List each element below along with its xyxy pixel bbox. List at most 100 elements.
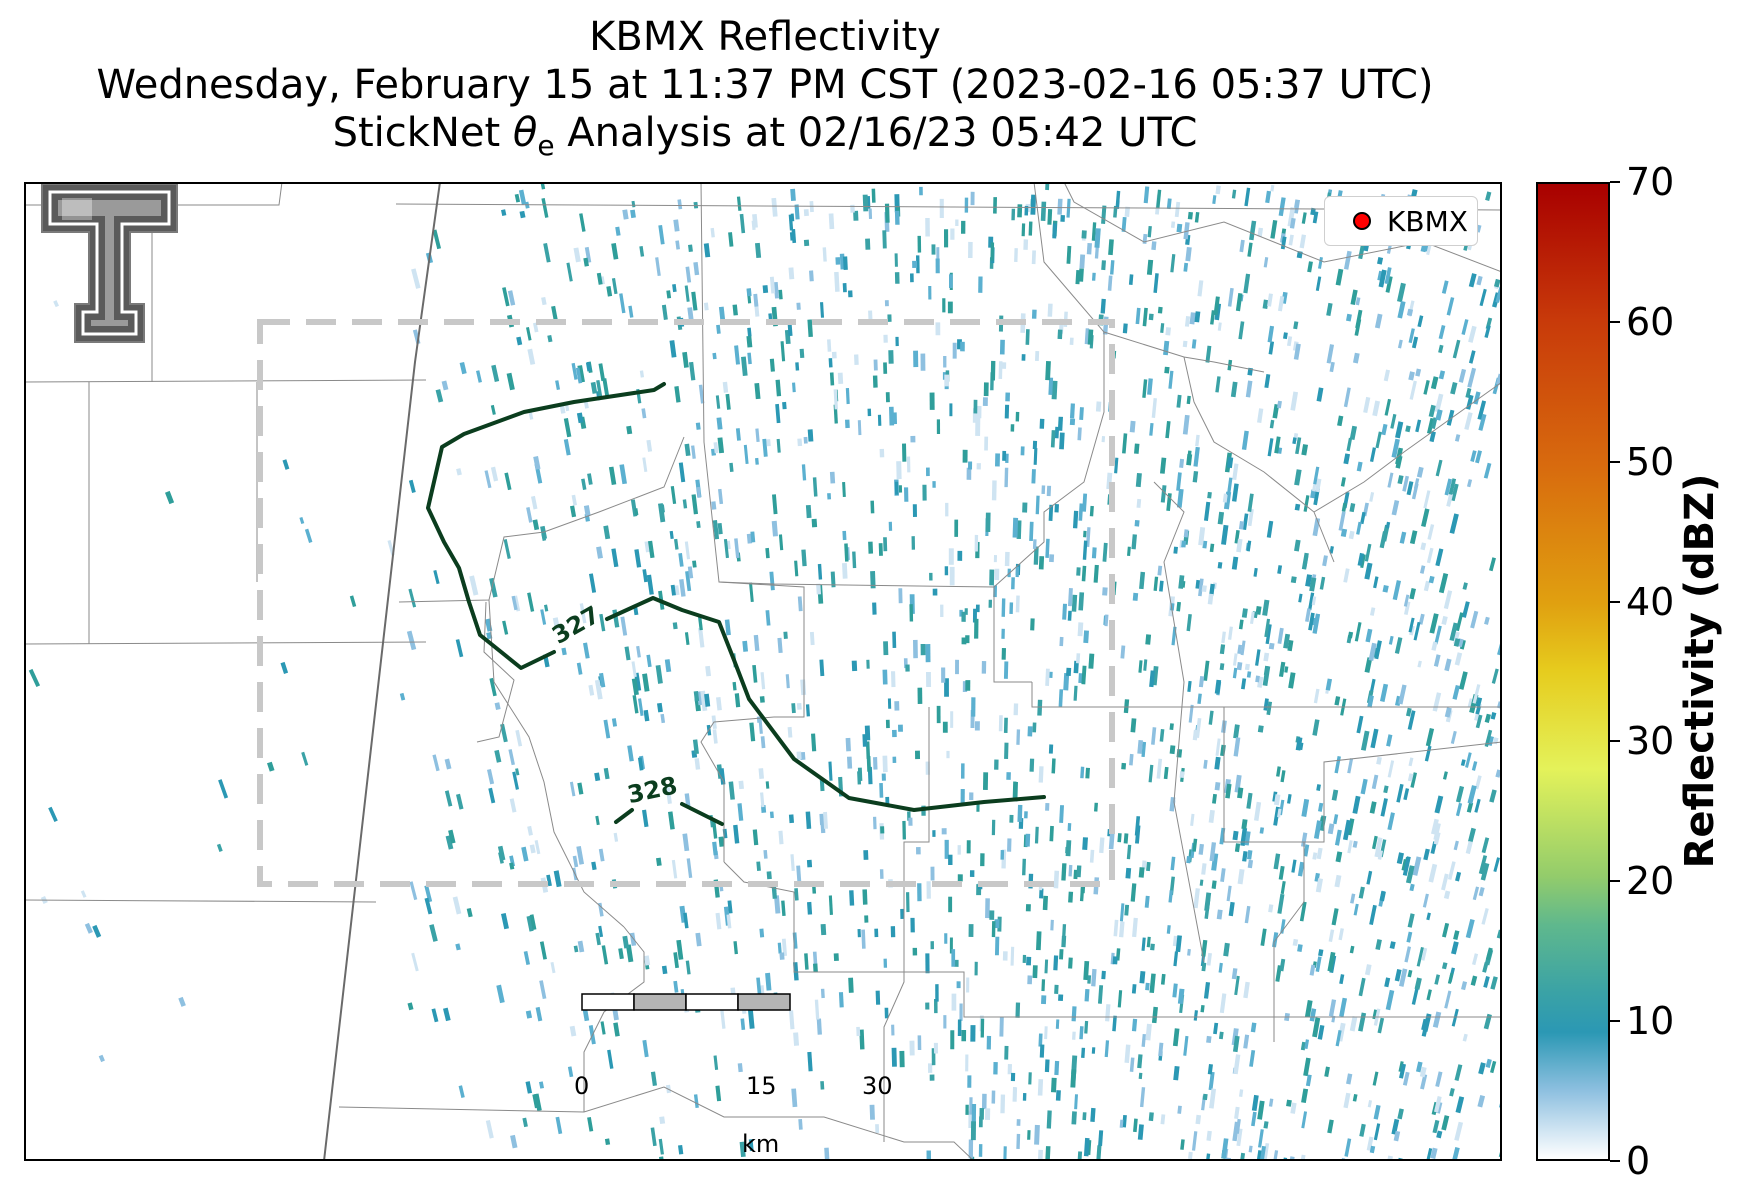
radar-echo-gate bbox=[583, 505, 591, 517]
radar-echo-gate bbox=[1206, 952, 1212, 966]
radar-echo-gate bbox=[1002, 450, 1007, 461]
radar-echo-gate bbox=[925, 1002, 930, 1010]
radar-echo-gate bbox=[1146, 936, 1151, 948]
radar-echo-gate bbox=[504, 472, 512, 491]
radar-echo-gate bbox=[1478, 413, 1487, 431]
radar-echo-gate bbox=[828, 213, 835, 230]
radar-echo-gate bbox=[639, 246, 645, 257]
radar-echo-gate bbox=[1462, 1033, 1468, 1042]
radar-echo-gate bbox=[1081, 665, 1087, 685]
radar-echo-gate bbox=[800, 679, 807, 696]
radar-echo-gate bbox=[1239, 239, 1245, 253]
radar-echo-gate bbox=[753, 293, 759, 307]
radar-echo-gate bbox=[1369, 607, 1376, 616]
radar-echo-gate bbox=[1462, 582, 1468, 590]
radar-echo-gate bbox=[1313, 466, 1320, 485]
radar-echo-gate bbox=[1068, 891, 1074, 903]
radar-echo-gate bbox=[1301, 798, 1310, 817]
radar-echo-gate bbox=[1355, 297, 1361, 306]
radar-echo-gate bbox=[622, 935, 630, 949]
radar-echo-gate bbox=[1145, 982, 1150, 991]
radar-echo-gate bbox=[1172, 1028, 1180, 1047]
radar-echo-gate bbox=[1231, 968, 1238, 980]
radar-echo-gate bbox=[1333, 814, 1339, 825]
radar-echo-gate bbox=[863, 850, 869, 860]
radar-echo-gate bbox=[812, 951, 818, 965]
radar-echo-gate bbox=[650, 1071, 658, 1086]
radar-echo-gate bbox=[856, 1026, 861, 1037]
radar-echo-gate bbox=[1117, 833, 1122, 843]
radar-echo-gate bbox=[1046, 485, 1052, 497]
radar-echo-gate bbox=[1175, 935, 1182, 953]
radar-echo-gate bbox=[1168, 370, 1174, 389]
radar-echo-gate bbox=[879, 782, 884, 798]
radar-echo-gate bbox=[508, 749, 515, 766]
radar-echo-gate bbox=[638, 698, 644, 717]
radar-echo-gate bbox=[642, 569, 648, 583]
radar-echo-gate bbox=[785, 674, 790, 689]
radar-echo-gate bbox=[445, 835, 454, 850]
radar-echo-gate bbox=[1081, 1047, 1086, 1058]
radar-echo-gate bbox=[793, 1032, 800, 1046]
radar-echo-gate bbox=[539, 941, 547, 960]
radar-echo-gate bbox=[1334, 696, 1341, 706]
radar-echo-gate bbox=[911, 536, 916, 550]
radar-echo-gate bbox=[1198, 578, 1204, 597]
radar-echo-gate bbox=[765, 972, 772, 991]
radar-echo-gate bbox=[990, 242, 995, 261]
radar-echo-gate bbox=[939, 198, 944, 218]
radar-echo-gate bbox=[747, 352, 752, 365]
radar-echo-gate bbox=[1446, 493, 1454, 507]
radar-echo-gate bbox=[1083, 530, 1087, 538]
radar-echo-gate bbox=[1072, 510, 1079, 529]
radar-echo-gate bbox=[1107, 275, 1113, 291]
radar-echo-gate bbox=[523, 951, 531, 966]
radar-echo-gate bbox=[1129, 753, 1134, 766]
radar-echo-gate bbox=[489, 677, 497, 697]
radar-echo-gate bbox=[910, 273, 914, 283]
radar-echo-gate bbox=[1397, 339, 1403, 349]
radar-echo-gate bbox=[1241, 608, 1248, 618]
radar-echo-gate bbox=[575, 367, 583, 384]
radar-echo-gate bbox=[1434, 974, 1441, 985]
radar-echo-gate bbox=[1010, 946, 1015, 966]
radar-echo-gate bbox=[1221, 631, 1226, 644]
radar-echo-gate bbox=[696, 486, 702, 498]
radar-echo-gate bbox=[1416, 947, 1424, 967]
radar-echo-gate bbox=[596, 379, 603, 400]
colorbar-tick-label: 20 bbox=[1626, 859, 1675, 904]
radar-echo-gate bbox=[1490, 712, 1497, 720]
radar-echo-gate bbox=[1032, 722, 1037, 733]
radar-echo-gate bbox=[1202, 1093, 1208, 1101]
radar-echo-gate bbox=[747, 327, 752, 337]
radar-echo-gate bbox=[1192, 471, 1199, 483]
radar-echo-gate bbox=[1034, 826, 1039, 844]
radar-echo-gate bbox=[687, 244, 693, 252]
radar-echo-gate bbox=[563, 438, 571, 456]
radar-echo-gate bbox=[1215, 185, 1221, 195]
radar-echo-gate bbox=[1090, 1107, 1096, 1122]
theta-e-contours bbox=[426, 382, 1046, 826]
radar-echo-gate bbox=[1041, 979, 1046, 992]
radar-echo-gate bbox=[960, 341, 965, 352]
radar-echo-gate bbox=[791, 703, 796, 714]
radar-echo-gate bbox=[1141, 860, 1147, 870]
radar-echo-gate bbox=[1088, 653, 1095, 669]
radar-echo-gate bbox=[1202, 540, 1208, 549]
radar-echo-gate bbox=[845, 387, 850, 405]
radar-echo-gate bbox=[1434, 795, 1444, 814]
radar-echo-gate bbox=[794, 560, 799, 577]
radar-echo-gate bbox=[1262, 665, 1271, 686]
radar-echo-gate bbox=[1046, 1110, 1052, 1129]
radar-echo-gate bbox=[969, 1097, 973, 1115]
radar-echo-gate bbox=[1453, 930, 1460, 940]
radar-echo-gate bbox=[1253, 567, 1258, 577]
radar-echo-gate bbox=[917, 235, 922, 253]
radar-echo-gate bbox=[1025, 833, 1031, 847]
radar-echo-gate bbox=[611, 718, 618, 727]
radar-echo-gate bbox=[1428, 863, 1438, 883]
radar-echo-gate bbox=[1206, 1035, 1212, 1044]
radar-echo-gate bbox=[1430, 1147, 1438, 1160]
radar-echo-gate bbox=[1448, 478, 1457, 495]
radar-echo-gate bbox=[961, 1030, 967, 1042]
